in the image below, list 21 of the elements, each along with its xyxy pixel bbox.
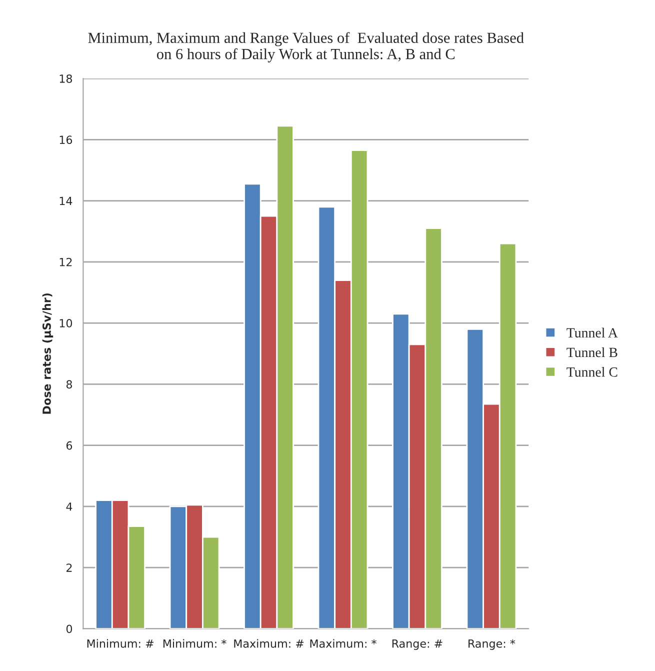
chart-title: Minimum, Maximum and Range Values of Evaluated dose rates Based on 6 hours of Daily Work at Tunnels: A, B and C (88, 32, 524, 62)
x-tick-label: Range: # (392, 639, 442, 650)
y-tick-label: 0 (66, 624, 72, 634)
y-axis-title: Dose rates (µSv/hr) (42, 293, 54, 414)
y-tick-label: 2 (66, 564, 72, 572)
y-tick-label: 16 (60, 136, 72, 144)
legend-label: Tunnel C (566, 366, 618, 377)
x-tick-label: Minimum: # (87, 639, 154, 648)
y-tick-label: 6 (66, 441, 72, 450)
x-tick-label: Maximum: * (310, 639, 376, 648)
y-tick-label: 10 (60, 319, 72, 328)
y-tick-label: 14 (60, 196, 72, 205)
legend-label: Tunnel B (566, 347, 618, 358)
y-tick-label: 4 (66, 502, 72, 511)
y-tick-label: 8 (66, 380, 72, 389)
x-tick-label: Maximum: # (234, 639, 304, 648)
y-tick-label: 18 (60, 74, 72, 83)
x-tick-label: Range: * (468, 639, 516, 650)
x-tick-label: Minimum: * (163, 639, 226, 648)
y-tick-label: 12 (60, 258, 72, 266)
legend-label: Tunnel A (566, 328, 618, 338)
